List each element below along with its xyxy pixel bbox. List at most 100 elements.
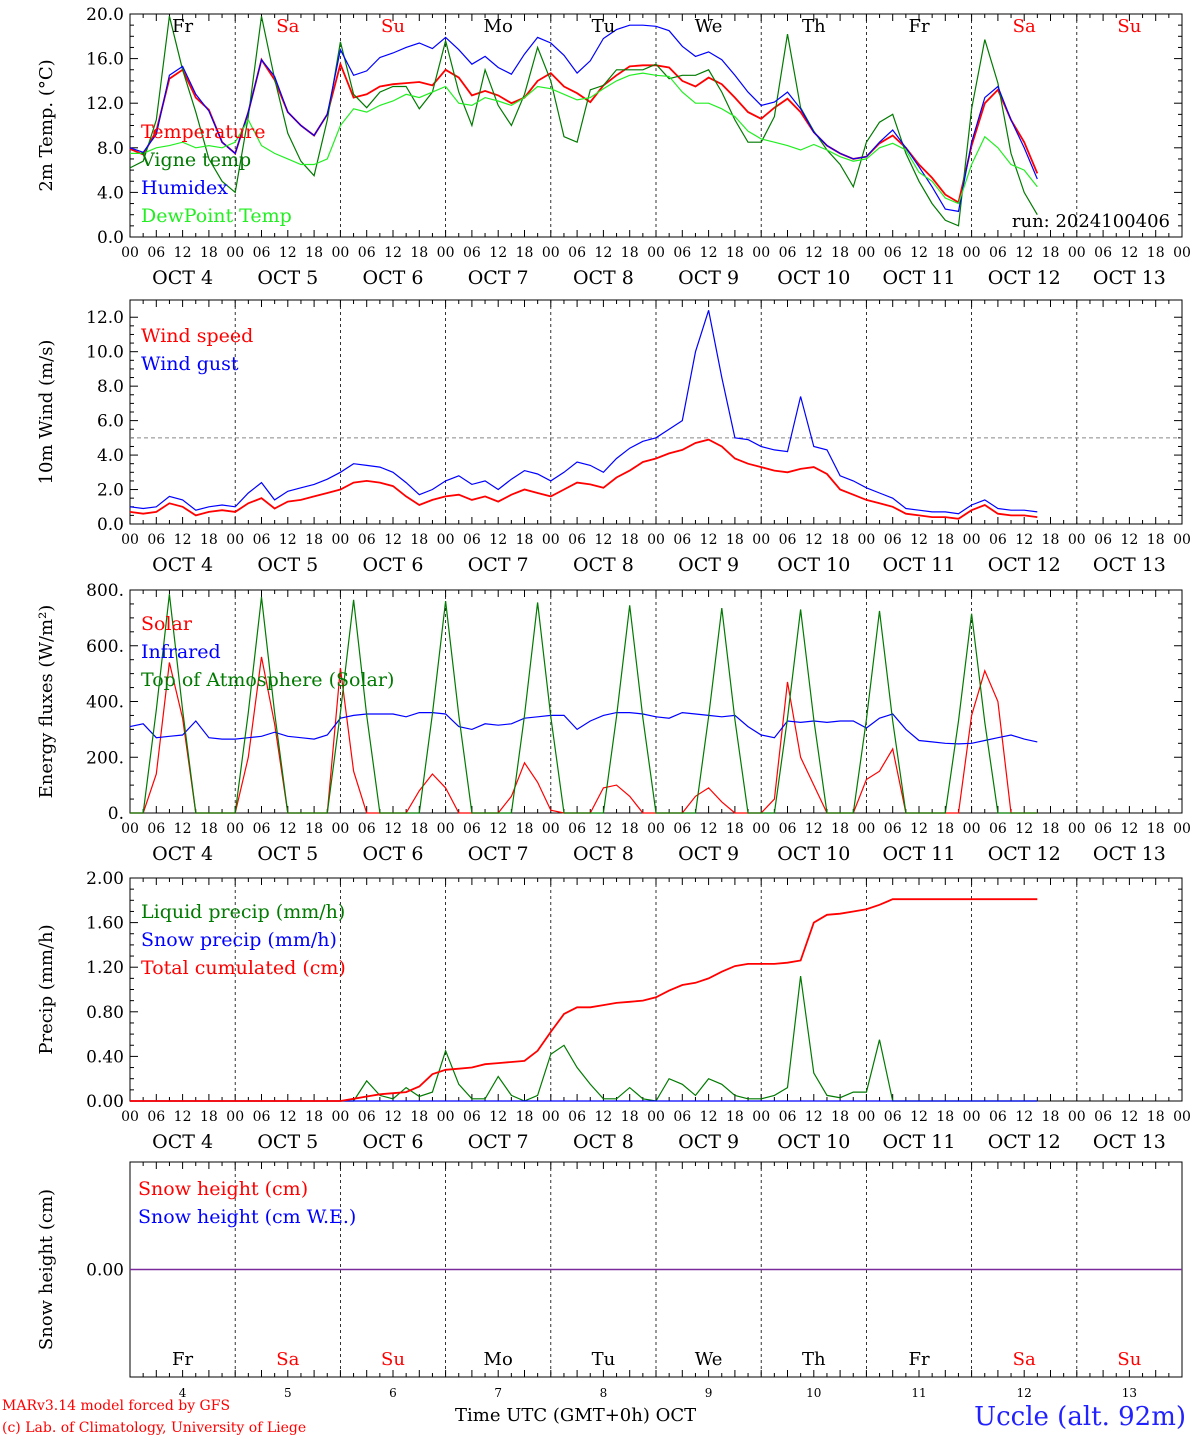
hour-tick-label: 00 — [963, 245, 981, 261]
date-label: OCT 5 — [257, 1131, 318, 1153]
hour-tick-label: 00 — [1173, 1109, 1191, 1125]
hour-tick-label: 00 — [331, 821, 349, 837]
hour-tick-label: 06 — [1094, 532, 1112, 548]
hour-tick-label: 12 — [174, 821, 192, 837]
hour-tick-label: 06 — [989, 532, 1007, 548]
lab-credit: (c) Lab. of Climatology, University of L… — [2, 1420, 307, 1436]
date-label: OCT 7 — [468, 267, 529, 289]
panel-4: 0.00 0.40 0.80 1.20 1.60 2.00 Precip (mm/h) Liq… — [36, 869, 1191, 1153]
date-label: OCT 4 — [152, 1131, 213, 1153]
y-tick-label: 0. — [108, 804, 124, 824]
hour-tick-label: 18 — [726, 245, 744, 261]
weekday-label: Sa — [276, 1349, 299, 1370]
hour-tick-label: 00 — [331, 1109, 349, 1125]
hour-tick-label: 18 — [305, 532, 323, 548]
hour-tick-label: 12 — [805, 821, 823, 837]
hour-tick-label: 18 — [1147, 245, 1165, 261]
hour-tick-label: 06 — [147, 821, 165, 837]
hour-tick-label: 06 — [463, 532, 481, 548]
hour-tick-label: 00 — [226, 821, 244, 837]
hour-tick-label: 06 — [989, 245, 1007, 261]
weekday-label: Th — [802, 16, 826, 37]
hour-tick-label: 06 — [673, 245, 691, 261]
day-number-label: 7 — [494, 1386, 502, 1400]
panel-3: 0. 200. 400. 600. 800. Energy fluxes (W/m²) So… — [36, 581, 1191, 865]
hour-tick-label: 00 — [121, 532, 139, 548]
day-number-label: 8 — [600, 1386, 608, 1400]
hour-tick-label: 12 — [910, 1109, 928, 1125]
y-tick-label: 0.0 — [97, 228, 124, 248]
hour-tick-label: 12 — [174, 532, 192, 548]
hour-tick-label: 06 — [1094, 821, 1112, 837]
hour-tick-label: 06 — [568, 821, 586, 837]
date-label: OCT 11 — [882, 554, 955, 576]
hour-tick-label: 00 — [1068, 821, 1086, 837]
series-line-wind-gust — [129, 310, 1038, 515]
y-tick-label: 1.20 — [86, 958, 124, 978]
legend-entry: Infrared — [141, 641, 221, 663]
hour-tick-label: 18 — [936, 1109, 954, 1125]
date-label: OCT 9 — [678, 554, 739, 576]
hour-tick-label: 00 — [1173, 245, 1191, 261]
day-number-label: 12 — [1017, 1386, 1032, 1400]
hour-tick-label: 18 — [936, 821, 954, 837]
hour-tick-label: 18 — [305, 245, 323, 261]
hour-tick-label: 12 — [1015, 532, 1033, 548]
weekday-label: Tu — [592, 16, 616, 37]
hour-tick-label: 12 — [1120, 821, 1138, 837]
hour-tick-label: 06 — [884, 245, 902, 261]
weekday-label: We — [695, 16, 723, 37]
y-axis-label: Snow height (cm) — [36, 1189, 57, 1350]
hour-tick-label: 12 — [384, 245, 402, 261]
weekday-label: Mo — [484, 16, 513, 37]
weekday-label: Su — [1117, 16, 1141, 37]
hour-tick-label: 06 — [253, 1109, 271, 1125]
legend-entry: Wind gust — [141, 353, 239, 375]
legend-entry: Humidex — [141, 177, 228, 199]
date-label: OCT 6 — [363, 1131, 424, 1153]
hour-tick-label: 00 — [542, 532, 560, 548]
hour-tick-label: 06 — [884, 532, 902, 548]
hour-tick-label: 06 — [358, 1109, 376, 1125]
hour-tick-label: 12 — [1120, 1109, 1138, 1125]
hour-tick-label: 18 — [726, 1109, 744, 1125]
date-label: OCT 8 — [573, 843, 634, 865]
date-label: OCT 7 — [468, 1131, 529, 1153]
x-axis-month: OCT — [655, 1405, 697, 1426]
hour-tick-label: 18 — [200, 1109, 218, 1125]
hour-tick-label: 00 — [963, 532, 981, 548]
date-label: OCT 9 — [678, 1131, 739, 1153]
hour-tick-label: 06 — [358, 821, 376, 837]
hour-tick-label: 00 — [1173, 532, 1191, 548]
plot-frame — [129, 299, 1183, 525]
date-label: OCT 9 — [678, 267, 739, 289]
model-credit: MARv3.14 model forced by GFS — [2, 1398, 231, 1414]
hour-tick-label: 18 — [621, 245, 639, 261]
weekday-label: Su — [381, 16, 405, 37]
hour-tick-label: 00 — [752, 1109, 770, 1125]
hour-tick-label: 06 — [884, 821, 902, 837]
date-label: OCT 4 — [152, 554, 213, 576]
date-label: OCT 10 — [777, 843, 850, 865]
date-label: OCT 12 — [988, 1131, 1061, 1153]
hour-tick-label: 00 — [857, 821, 875, 837]
day-number-label: 10 — [806, 1386, 821, 1400]
hour-tick-label: 06 — [253, 245, 271, 261]
hour-tick-label: 18 — [516, 532, 534, 548]
plot-frame — [129, 589, 1183, 814]
series-line-top-of-atmosphere-solar — [130, 594, 1038, 814]
hour-tick-label: 12 — [384, 1109, 402, 1125]
series-line-wind-speed — [129, 438, 1038, 520]
weekday-label: Th — [802, 1349, 826, 1370]
series-line-infrared — [129, 711, 1038, 745]
hour-tick-label: 06 — [673, 532, 691, 548]
hour-tick-label: 12 — [1120, 532, 1138, 548]
hour-tick-label: 18 — [410, 532, 428, 548]
date-label: OCT 13 — [1093, 267, 1166, 289]
y-tick-label: 800. — [86, 581, 124, 601]
y-tick-label: 12.0 — [86, 308, 124, 328]
hour-tick-label: 06 — [673, 1109, 691, 1125]
y-tick-label: 0.00 — [86, 1092, 124, 1112]
hour-tick-label: 12 — [805, 245, 823, 261]
